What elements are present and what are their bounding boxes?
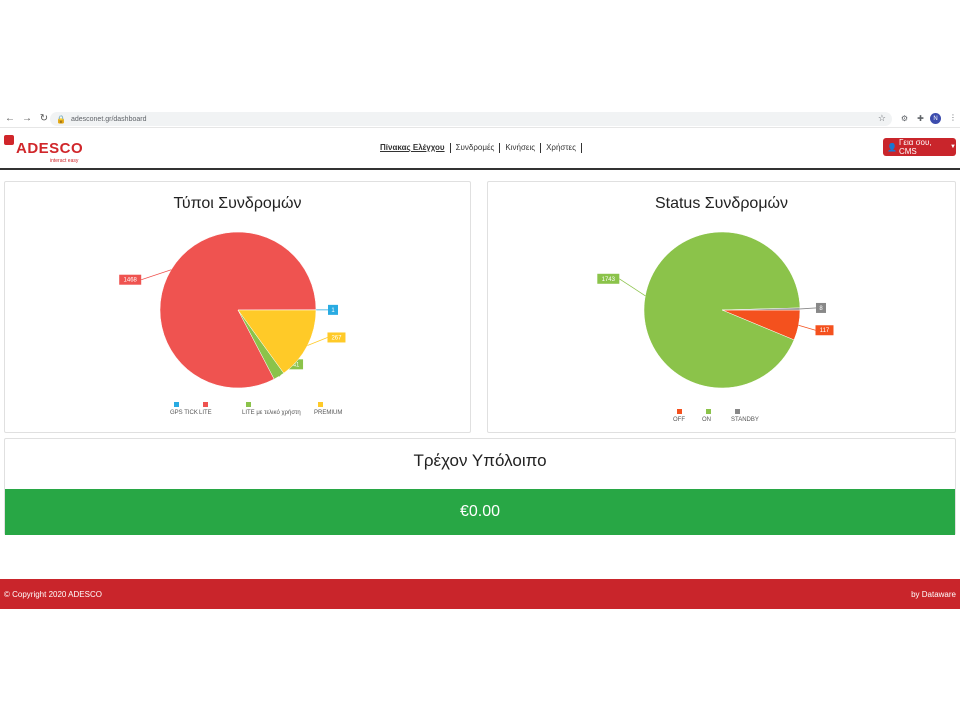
- nav-item-subscriptions[interactable]: Συνδρομές: [451, 143, 501, 153]
- legend-swatch-premium[interactable]: [318, 402, 323, 407]
- profile-avatar[interactable]: N: [930, 113, 941, 124]
- subscription-types-chart: 1 1468 41 267 GPS TICK LITE LITE με τελικό χρή…: [119, 231, 346, 416]
- legend-label-on[interactable]: ON: [702, 417, 711, 423]
- subscription-types-card: Τύποι Συνδρομών 1 1468 41 267 GPS TICK LITE LI…: [4, 181, 471, 433]
- legend-label-off[interactable]: OFF: [673, 417, 685, 423]
- pie-slice-on[interactable]: [643, 231, 801, 389]
- address-bar[interactable]: 🔒 adesconet.gr/dashboard ☆: [50, 112, 892, 126]
- pie-data-label-box-gps-tick: [327, 304, 338, 315]
- pie-data-label-on: 1743: [602, 277, 616, 283]
- pie-leader-line-lite: [141, 269, 172, 281]
- nav-item-dashboard[interactable]: Πίνακας Ελέγχου: [375, 143, 451, 153]
- pie-data-label-box-premium: [327, 332, 346, 343]
- legend-label-premium[interactable]: PREMIUM: [314, 410, 342, 416]
- subscription-status-title: Status Συνδρομών: [654, 195, 789, 212]
- balance-title: Τρέχον Υπόλοιπο: [413, 451, 547, 470]
- logo-text: ADESCO: [16, 140, 84, 157]
- legend-swatch-standby[interactable]: [735, 409, 740, 414]
- pie-data-label-box-standby: [815, 302, 826, 313]
- url-text: adesconet.gr/dashboard: [70, 115, 147, 123]
- pie-leader-line-premium: [307, 337, 328, 346]
- pie-data-label-box-on: [597, 273, 620, 284]
- back-icon[interactable]: ←: [5, 113, 15, 124]
- pie-data-label-standby: 8: [819, 306, 823, 312]
- legend-label-lite[interactable]: LITE με τελικό χρήστη: [242, 409, 301, 416]
- pie-data-label-gps-tick: 1: [331, 308, 335, 314]
- user-icon: 👤: [887, 142, 897, 152]
- nav-item-users[interactable]: Χρήστες: [541, 143, 582, 153]
- bookmark-star-icon[interactable]: ☆: [877, 113, 886, 123]
- legend-swatch-on[interactable]: [706, 409, 711, 414]
- legend-swatch-gps-tick[interactable]: [174, 402, 179, 407]
- app-header: ADESCO interact easy Πίνακας Ελέγχου Συν…: [0, 129, 960, 170]
- pie-slice-premium[interactable]: [237, 309, 317, 374]
- legend-label-standby[interactable]: STANDBY: [731, 417, 759, 423]
- reload-icon[interactable]: ↻: [39, 113, 49, 124]
- pie-leader-line-on: [619, 278, 646, 297]
- pie-data-label-box-off: [815, 325, 834, 336]
- legend-label-gps-tick[interactable]: GPS TICK: [170, 410, 198, 416]
- logo-mark-icon: [4, 135, 14, 145]
- legend-label-lite[interactable]: LITE: [199, 410, 212, 416]
- pie-data-label-box-lite: [289, 359, 304, 370]
- pie-leader-line-off: [798, 324, 816, 331]
- nav-item-transactions[interactable]: Κινήσεις: [500, 143, 542, 153]
- subscription-status-chart: 117 1743 8 OFF ON STANDBY: [597, 231, 834, 423]
- pie-data-label-lite: 1468: [124, 278, 138, 284]
- footer-copyright: © Copyright 2020 ADESCO: [4, 590, 102, 599]
- subscription-status-card: Status Συνδρομών 117 1743 8 OFF ON STANDBY: [487, 181, 956, 433]
- legend-swatch-lite[interactable]: [203, 402, 208, 407]
- balance-card: Τρέχον Υπόλοιπο €0.00: [4, 438, 956, 535]
- pie-data-label-off: 117: [820, 328, 830, 334]
- pie-data-label-box-lite: [119, 274, 142, 285]
- balance-value: €0.00: [5, 489, 955, 535]
- logo[interactable]: ADESCO interact easy: [4, 135, 94, 165]
- extension-icon[interactable]: ⚙: [900, 114, 909, 123]
- footer-credit[interactable]: by Dataware: [911, 590, 956, 599]
- browser-menu-icon[interactable]: ⋮: [949, 113, 957, 122]
- pie-leader-line-standby: [799, 307, 817, 310]
- user-menu-button[interactable]: 👤 Γεια σου, CMS ▼: [883, 138, 956, 156]
- pie-data-label-lite: 41: [293, 362, 300, 368]
- pie-data-label-premium: 267: [331, 335, 342, 341]
- footer: © Copyright 2020 ADESCO by Dataware: [0, 579, 960, 609]
- lock-icon: 🔒: [56, 114, 66, 124]
- legend-swatch-lite[interactable]: [246, 402, 251, 407]
- main-nav: Πίνακας Ελέγχου Συνδρομές Κινήσεις Χρήστ…: [375, 143, 582, 153]
- puzzle-icon[interactable]: ✚: [917, 114, 924, 123]
- logo-tagline: interact easy: [50, 158, 79, 164]
- chevron-down-icon: ▼: [950, 144, 956, 150]
- legend-swatch-off[interactable]: [677, 409, 682, 414]
- browser-toolbar: ← → ↻ 🔒 adesconet.gr/dashboard ☆ ⚙ ✚ N ⋮: [0, 110, 960, 128]
- user-greeting: Γεια σου, CMS: [898, 138, 932, 156]
- forward-icon[interactable]: →: [22, 113, 32, 124]
- subscription-types-title: Τύποι Συνδρομών: [173, 195, 302, 212]
